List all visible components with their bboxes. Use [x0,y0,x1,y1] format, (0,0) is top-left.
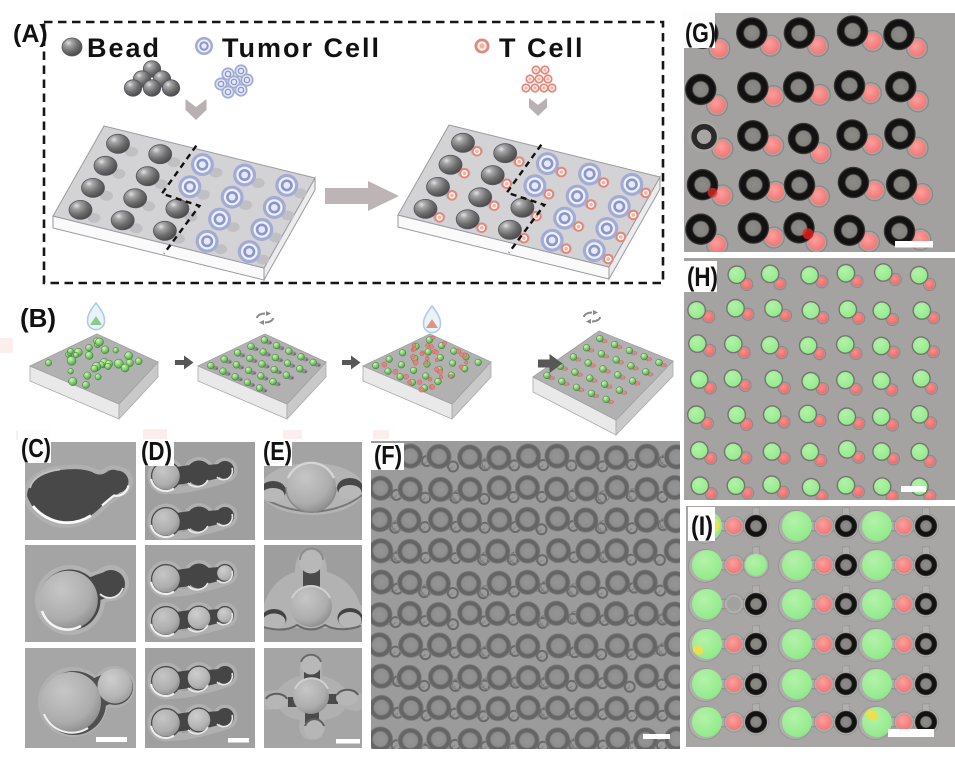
svg-text:Tumor Cell: Tumor Cell [222,33,381,63]
svg-text:(H): (H) [687,262,718,292]
svg-text:(C): (C) [21,433,51,463]
svg-text:Bead: Bead [87,33,161,63]
svg-text:(D): (D) [141,436,172,466]
svg-text:(E): (E) [263,436,292,466]
svg-text:(A): (A) [13,20,48,48]
svg-text:(B): (B) [20,303,56,333]
svg-text:(F): (F) [374,440,402,470]
svg-text:T Cell: T Cell [499,33,585,63]
svg-text:(G): (G) [685,18,716,48]
svg-text:(I): (I) [691,511,713,541]
